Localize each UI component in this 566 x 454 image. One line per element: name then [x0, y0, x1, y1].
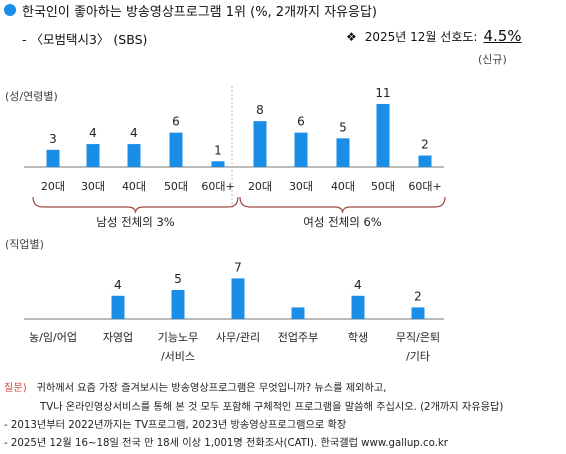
footnote-2: - 2025년 12월 16~18일 전국 만 18세 이상 1,001명 전화…: [4, 438, 448, 449]
bar-female-1: [294, 132, 308, 167]
age-gender-section-label: (성/연령별): [5, 90, 58, 103]
value-label-0: 3: [49, 132, 57, 146]
tick-label-7: 40대: [331, 180, 355, 193]
tick-label-4: 60대+: [201, 180, 234, 193]
title-bullet-icon: [4, 4, 16, 16]
value-label-4: 1: [214, 143, 222, 157]
preference-value: 4.5%: [483, 27, 522, 45]
group-label-1: 여성 전체의 6%: [303, 215, 382, 229]
preference-star-icon: ❖: [346, 30, 357, 44]
group-brace-1: [239, 196, 446, 214]
chart-title: 한국인이 좋아하는 방송영상프로그램 1위 (%, 2개까지 자유응답): [22, 5, 378, 20]
question-label: 질문): [4, 383, 27, 394]
value-label-1: 4: [89, 126, 97, 140]
occupation-tick-label-1-0: 자영업: [103, 331, 133, 344]
occupation-section-label: (직업별): [5, 238, 44, 251]
value-label-3: 6: [172, 115, 180, 129]
occupation-value-label-1: 4: [114, 278, 122, 292]
occupation-tick-label-6-1: /기타: [406, 350, 430, 363]
occupation-tick-label-0-0: 농/임/어업: [29, 331, 77, 344]
group-brace-0: [32, 196, 239, 214]
occupation-tick-label-2-0: 기능노무: [158, 331, 198, 344]
value-label-2: 4: [130, 126, 138, 140]
tick-label-0: 20대: [41, 180, 65, 193]
value-label-5: 8: [256, 103, 264, 117]
occupation-value-label-5: 4: [354, 278, 362, 292]
occupation-bar-2: [171, 290, 185, 319]
tick-label-9: 60대+: [408, 180, 441, 193]
occupation-bar-6: [411, 307, 425, 319]
bar-male-4: [211, 161, 225, 167]
occupation-tick-label-3-0: 사무/관리: [216, 331, 260, 344]
tick-label-8: 50대: [371, 180, 395, 193]
occupation-value-label-3: 7: [234, 260, 242, 274]
occupation-bar-4: [291, 307, 305, 319]
tick-label-6: 30대: [289, 180, 313, 193]
value-label-7: 5: [339, 120, 347, 134]
value-label-8: 11: [375, 86, 390, 100]
question-text-1: 귀하께서 요즘 가장 즐겨보시는 방송영상프로그램은 무엇입니까? 뉴스를 제외…: [36, 383, 387, 394]
question-line-2: TV나 온라인영상서비스를 통해 본 것 모두 포함해 구체적인 프로그램을 말…: [40, 402, 504, 413]
value-label-6: 6: [297, 115, 305, 129]
bar-female-4: [418, 155, 432, 167]
tick-label-2: 40대: [122, 180, 146, 193]
occupation-value-label-6: 2: [414, 289, 422, 303]
occupation-bar-3: [231, 278, 245, 319]
bar-female-0: [253, 121, 267, 167]
tick-label-3: 50대: [164, 180, 188, 193]
bar-female-3: [376, 103, 390, 167]
occupation-tick-label-5-0: 학생: [348, 331, 368, 344]
value-label-9: 2: [421, 138, 429, 152]
question-line-1: 질문) 귀하께서 요즘 가장 즐겨보시는 방송영상프로그램은 무엇입니까? 뉴스…: [4, 379, 386, 394]
occupation-bar-5: [351, 295, 365, 319]
preference-label: 2025년 12월 선호도:: [364, 30, 478, 44]
group-label-0: 남성 전체의 3%: [96, 215, 175, 229]
occupation-tick-label-2-1: /서비스: [161, 350, 195, 363]
occupation-tick-label-4-0: 전업주부: [278, 331, 318, 344]
chart-subtitle: - 〈모범택시3〉 (SBS): [22, 32, 148, 47]
bar-female-2: [336, 138, 350, 167]
occupation-tick-label-6-0: 무직/은퇴: [396, 331, 440, 344]
preference-panel: ❖ 2025년 12월 선호도: 4.5%: [346, 27, 522, 45]
footnote-1: - 2013년부터 2022년까지는 TV프로그램, 2023년 방송영상프로그…: [4, 420, 347, 431]
tick-label-1: 30대: [81, 180, 105, 193]
bar-male-3: [169, 132, 183, 167]
bar-male-1: [86, 144, 100, 167]
occupation-value-label-2: 5: [174, 272, 182, 286]
occupation-bar-1: [111, 295, 125, 319]
tick-label-5: 20대: [248, 180, 272, 193]
bar-male-2: [127, 144, 141, 167]
preference-note: (신규): [478, 53, 507, 66]
bar-male-0: [46, 149, 60, 167]
